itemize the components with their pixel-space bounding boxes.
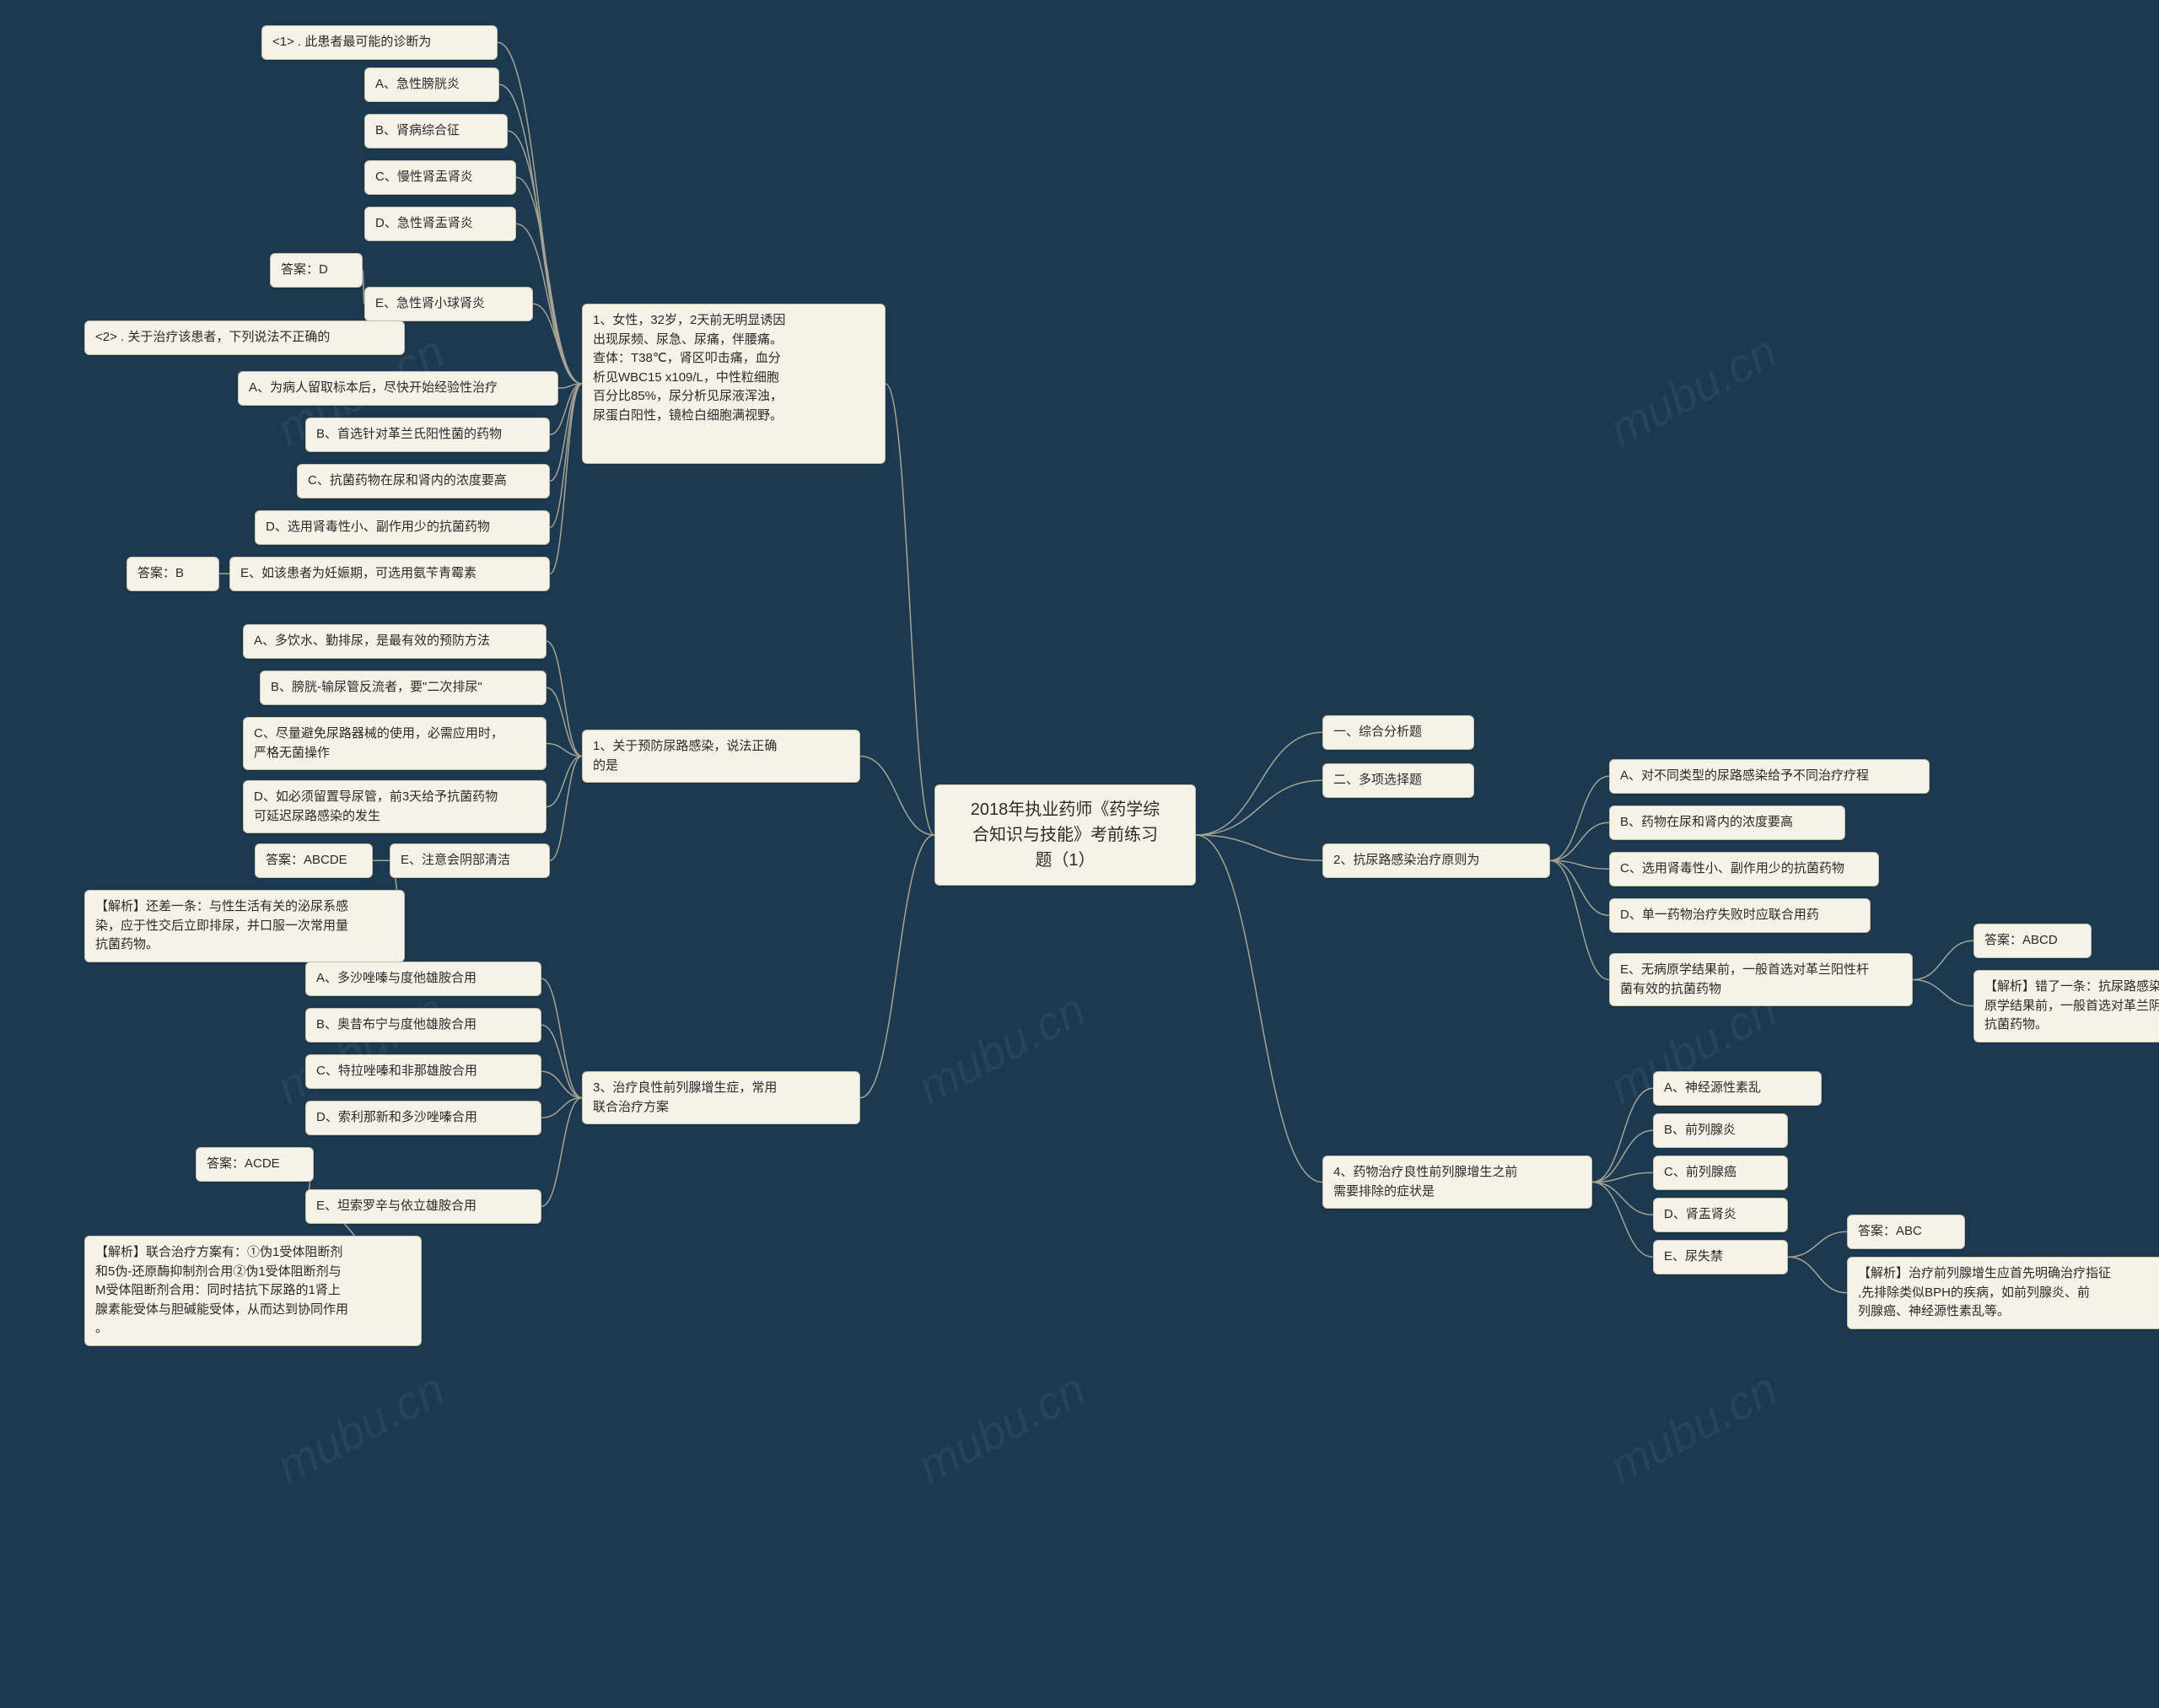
- mindmap-node[interactable]: A、为病人留取标本后，尽快开始经验性治疗: [238, 371, 558, 406]
- mindmap-node[interactable]: D、索利那新和多沙唑嗪合用: [305, 1101, 541, 1135]
- mindmap-node[interactable]: 2018年执业药师《药学综 合知识与技能》考前练习 题（1）: [934, 784, 1196, 886]
- mindmap-node[interactable]: B、首选针对革兰氏阳性菌的药物: [305, 418, 550, 452]
- mindmap-node[interactable]: 1、关于预防尿路感染，说法正确 的是: [582, 730, 860, 783]
- mindmap-node[interactable]: B、奥昔布宁与度他雄胺合用: [305, 1008, 541, 1043]
- mindmap-node[interactable]: A、急性膀胱炎: [364, 67, 499, 102]
- mindmap-node[interactable]: B、肾病综合征: [364, 114, 508, 148]
- mindmap-node[interactable]: <2> . 关于治疗该患者，下列说法不正确的: [84, 321, 405, 355]
- mindmap-node[interactable]: 答案：ABCDE: [255, 843, 373, 878]
- mindmap-node[interactable]: E、无病原学结果前，一般首选对革兰阳性杆 菌有效的抗菌药物: [1609, 953, 1913, 1006]
- mindmap-node[interactable]: 答案：D: [270, 253, 363, 288]
- mindmap-node[interactable]: 答案：ABC: [1847, 1215, 1965, 1249]
- mindmap-node[interactable]: 1、女性，32岁，2天前无明显诱因 出现尿频、尿急、尿痛，伴腰痛。 查体：T38…: [582, 304, 886, 464]
- mindmap-node[interactable]: C、选用肾毒性小、副作用少的抗菌药物: [1609, 852, 1879, 886]
- watermark: mubu.cn: [908, 1360, 1094, 1494]
- watermark: mubu.cn: [267, 981, 453, 1114]
- watermark: mubu.cn: [1600, 323, 1785, 456]
- mindmap-node[interactable]: A、神经源性素乱: [1653, 1071, 1822, 1106]
- mindmap-node[interactable]: 4、药物治疗良性前列腺增生之前 需要排除的症状是: [1322, 1156, 1592, 1209]
- mindmap-node[interactable]: C、抗菌药物在尿和肾内的浓度要高: [297, 464, 550, 498]
- mindmap-node[interactable]: C、特拉唑嗪和非那雄胺合用: [305, 1054, 541, 1089]
- mindmap-node[interactable]: E、尿失禁: [1653, 1240, 1788, 1274]
- mindmap-node[interactable]: D、肾盂肾炎: [1653, 1198, 1788, 1232]
- mindmap-node[interactable]: 2、抗尿路感染治疗原则为: [1322, 843, 1550, 878]
- mindmap-node[interactable]: B、前列腺炎: [1653, 1113, 1788, 1148]
- mindmap-node[interactable]: A、对不同类型的尿路感染给予不同治疗疗程: [1609, 759, 1930, 794]
- mindmap-node[interactable]: A、多沙唑嗪与度他雄胺合用: [305, 962, 541, 996]
- mindmap-node[interactable]: E、如该患者为妊娠期，可选用氨苄青霉素: [229, 557, 550, 591]
- mindmap-node[interactable]: E、注意会阴部清洁: [390, 843, 550, 878]
- mindmap-node[interactable]: D、选用肾毒性小、副作用少的抗菌药物: [255, 510, 550, 545]
- mindmap-node[interactable]: 答案：ABCD: [1973, 924, 2092, 958]
- mindmap-node[interactable]: C、尽量避免尿路器械的使用，必需应用时， 严格无菌操作: [243, 717, 546, 770]
- watermark: mubu.cn: [908, 981, 1094, 1114]
- mindmap-node[interactable]: D、急性肾盂肾炎: [364, 207, 516, 241]
- mindmap-node[interactable]: 3、治疗良性前列腺增生症，常用 联合治疗方案: [582, 1071, 860, 1124]
- mindmap-node[interactable]: B、药物在尿和肾内的浓度要高: [1609, 806, 1845, 840]
- mindmap-node[interactable]: E、坦索罗辛与依立雄胺合用: [305, 1189, 541, 1224]
- mindmap-node[interactable]: C、前列腺癌: [1653, 1156, 1788, 1190]
- mindmap-node[interactable]: 一、综合分析题: [1322, 715, 1474, 750]
- mindmap-node[interactable]: D、如必须留置导尿管，前3天给予抗菌药物 可延迟尿路感染的发生: [243, 780, 546, 833]
- mindmap-node[interactable]: 答案：B: [127, 557, 219, 591]
- mindmap-node[interactable]: <1> . 此患者最可能的诊断为: [261, 25, 498, 60]
- watermark: mubu.cn: [1600, 1360, 1785, 1494]
- mindmap-node[interactable]: 【解析】联合治疗方案有：①伪1受体阻断剂 和5伪-还原酶抑制剂合用②伪1受体阻断…: [84, 1236, 422, 1346]
- mindmap-node[interactable]: A、多饮水、勤排尿，是最有效的预防方法: [243, 624, 546, 659]
- watermark: mubu.cn: [267, 1360, 453, 1494]
- mindmap-node[interactable]: 答案：ACDE: [196, 1147, 314, 1182]
- mindmap-node[interactable]: 【解析】还差一条：与性生活有关的泌尿系感 染，应于性交后立即排尿，并口服一次常用…: [84, 890, 405, 962]
- mindmap-node[interactable]: E、急性肾小球肾炎: [364, 287, 533, 321]
- mindmap-node[interactable]: C、慢性肾盂肾炎: [364, 160, 516, 195]
- mindmap-node[interactable]: 二、多项选择题: [1322, 763, 1474, 798]
- mindmap-node[interactable]: 【解析】治疗前列腺增生应首先明确治疗指征 ,先排除类似BPH的疾病，如前列腺炎、…: [1847, 1257, 2159, 1329]
- mindmap-node[interactable]: 【解析】错了一条：抗尿路感染药物治疗无病 原学结果前，一般首选对革兰阴性杆菌有效…: [1973, 970, 2159, 1043]
- mindmap-node[interactable]: B、膀胱-输尿管反流者，要"二次排尿": [260, 671, 546, 705]
- mindmap-node[interactable]: D、单一药物治疗失败时应联合用药: [1609, 898, 1871, 933]
